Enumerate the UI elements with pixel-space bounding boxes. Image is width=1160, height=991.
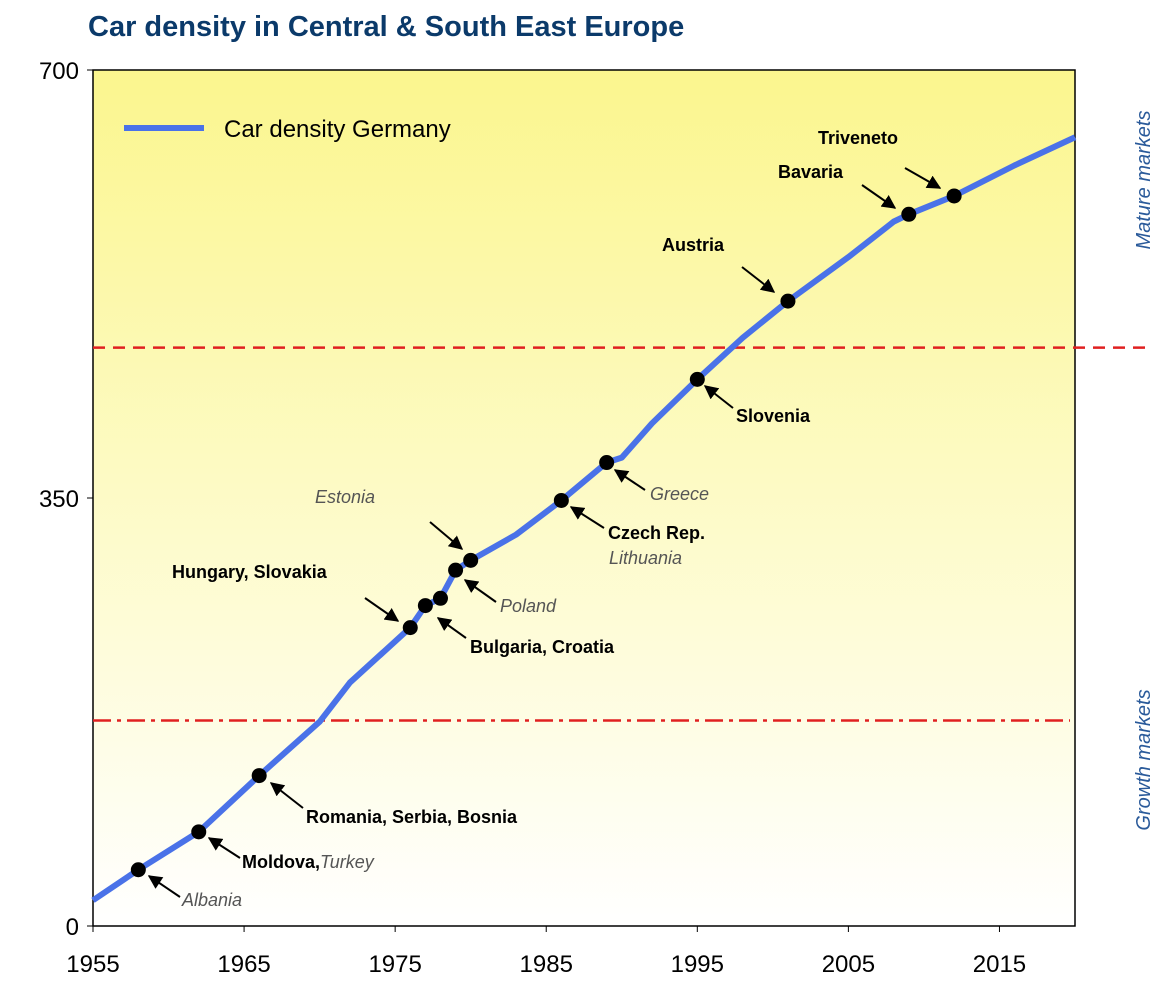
annotation-arrow bbox=[269, 782, 304, 809]
annotation: Greece bbox=[650, 484, 709, 504]
annotation-arrow bbox=[904, 167, 942, 189]
point-marker bbox=[553, 492, 569, 508]
point-marker bbox=[946, 188, 962, 204]
annotation-text: Poland bbox=[500, 596, 557, 616]
annotation: Austria bbox=[662, 235, 725, 255]
annotation-text: Moldova bbox=[242, 852, 316, 872]
y-tick-label: 350 bbox=[39, 486, 79, 513]
point-marker bbox=[417, 598, 433, 614]
point-marker bbox=[780, 293, 796, 309]
legend-label: Car density Germany bbox=[224, 116, 451, 143]
annotation-arrow bbox=[463, 579, 497, 603]
annotation-arrow bbox=[147, 875, 181, 898]
x-tick-label: 1975 bbox=[368, 951, 421, 978]
x-tick-label: 1955 bbox=[66, 951, 119, 978]
annotation-text: Czech Rep. bbox=[608, 523, 705, 543]
annotation-text: Triveneto bbox=[818, 128, 898, 148]
annotation: Poland bbox=[500, 596, 557, 616]
annotation: Slovenia bbox=[736, 406, 811, 426]
point-marker bbox=[191, 824, 207, 840]
annotation-text: , bbox=[315, 852, 320, 872]
annotation-text: Turkey bbox=[320, 852, 375, 872]
annotation-text: Greece bbox=[650, 484, 709, 504]
annotation-arrow bbox=[861, 184, 897, 209]
point-marker bbox=[251, 768, 267, 784]
y-tick-label: 0 bbox=[66, 914, 79, 941]
annotation-text: Lithuania bbox=[609, 548, 682, 568]
annotation: Bulgaria, Croatia bbox=[470, 637, 615, 657]
annotation-arrow bbox=[364, 597, 400, 622]
point-marker bbox=[463, 552, 479, 568]
annotation: Hungary, Slovakia bbox=[172, 562, 328, 582]
annotation: Bavaria bbox=[778, 162, 844, 182]
annotation-arrow bbox=[703, 385, 734, 409]
annotation-arrow bbox=[613, 469, 646, 491]
point-marker bbox=[130, 862, 146, 878]
y-tick-label: 700 bbox=[39, 58, 79, 85]
x-tick-label: 1985 bbox=[520, 951, 573, 978]
point-marker bbox=[599, 455, 615, 471]
region-label: Mature markets bbox=[1133, 111, 1155, 250]
annotation: Triveneto bbox=[818, 128, 898, 148]
point-marker bbox=[689, 371, 705, 387]
x-tick-label: 1965 bbox=[217, 951, 270, 978]
point-marker bbox=[901, 206, 917, 222]
annotation-text: Austria bbox=[662, 235, 725, 255]
region-label: Growth markets bbox=[1133, 689, 1155, 830]
annotation-text: Slovenia bbox=[736, 406, 811, 426]
point-marker bbox=[432, 590, 448, 606]
annotation: Lithuania bbox=[609, 548, 682, 568]
point-marker bbox=[448, 562, 464, 578]
annotation-text: Bavaria bbox=[778, 162, 844, 182]
annotation-text: Hungary, Slovakia bbox=[172, 562, 328, 582]
annotation: Romania, Serbia, Bosnia bbox=[306, 807, 518, 827]
x-tick-label: 2005 bbox=[822, 951, 875, 978]
x-tick-label: 1995 bbox=[671, 951, 724, 978]
annotation: Estonia bbox=[315, 487, 375, 507]
annotation-arrow bbox=[436, 617, 467, 639]
annotation-text: Bulgaria, Croatia bbox=[470, 637, 615, 657]
annotation-arrow bbox=[207, 837, 241, 859]
annotation: Moldova,Turkey bbox=[242, 852, 375, 872]
plot-area bbox=[92, 69, 1076, 927]
x-tick-label: 2015 bbox=[973, 951, 1026, 978]
annotation-text: Albania bbox=[181, 890, 242, 910]
annotation-arrow bbox=[569, 506, 605, 529]
annotation-text: Romania, Serbia, Bosnia bbox=[306, 807, 518, 827]
annotation: Czech Rep. bbox=[608, 523, 705, 543]
point-marker bbox=[402, 620, 418, 636]
annotation-text: Estonia bbox=[315, 487, 375, 507]
annotation-arrow bbox=[429, 521, 464, 550]
chart-title: Car density in Central & South East Euro… bbox=[88, 11, 684, 43]
annotation-arrow bbox=[741, 266, 776, 293]
annotation: Albania bbox=[181, 890, 242, 910]
